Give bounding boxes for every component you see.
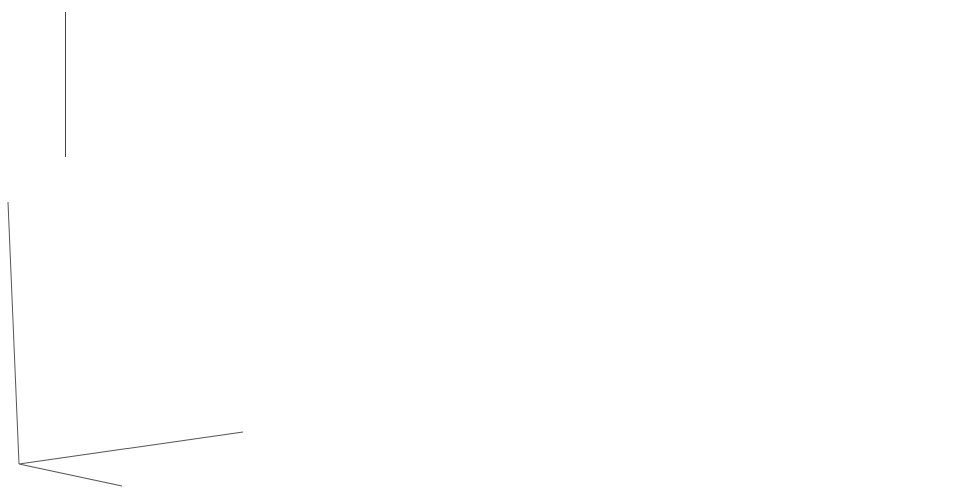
pca-points	[0, 188, 332, 493]
panel-d-tree-comparison	[628, 0, 960, 478]
panel-a-axis-ticks	[65, 0, 608, 11]
panel-c-circular-cladogram	[337, 185, 637, 485]
pca-axes	[7, 201, 244, 487]
panel-a-stacked-bar-chart	[65, 12, 609, 157]
panel-b-pca-scatter	[0, 188, 332, 493]
